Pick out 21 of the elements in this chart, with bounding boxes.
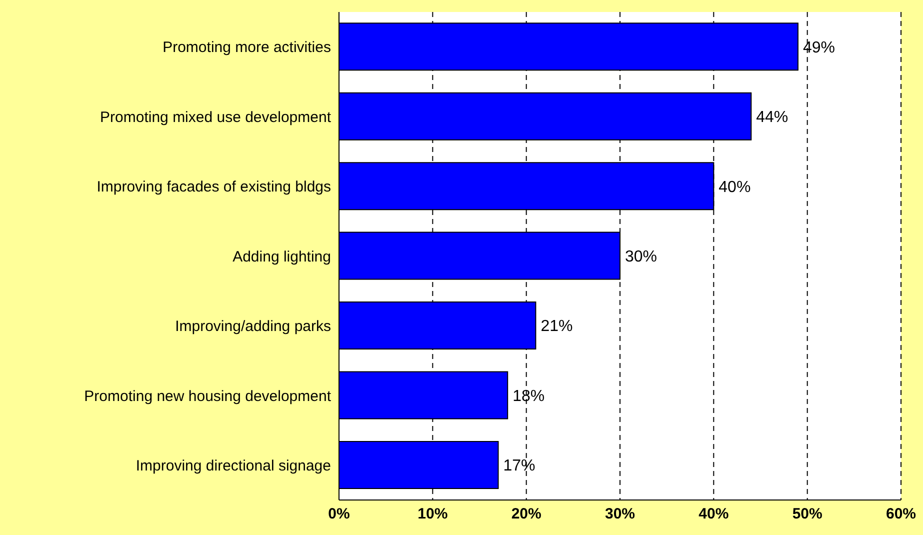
y-tick-label: Improving directional signage xyxy=(136,457,331,474)
data-label: 49% xyxy=(802,39,835,56)
x-tick-label: 40% xyxy=(698,506,729,523)
y-tick-label: Promoting mixed use development xyxy=(100,108,332,126)
data-label: 44% xyxy=(756,109,788,126)
x-tick-label: 30% xyxy=(604,506,636,523)
x-tick-label: 10% xyxy=(418,506,448,523)
data-label: 30% xyxy=(625,248,658,266)
y-tick-label: Improving/adding parks xyxy=(175,318,331,336)
y-tick-label: Improving facades of existing bldgs xyxy=(96,178,331,196)
data-label: 21% xyxy=(540,318,573,336)
data-label: 18% xyxy=(512,388,545,405)
x-tick-label: 20% xyxy=(511,506,542,523)
data-label: 17% xyxy=(503,458,536,475)
y-tick-label: Adding lighting xyxy=(232,248,331,266)
y-tick-label: Promoting new housing development xyxy=(84,388,332,405)
data-label: 40% xyxy=(718,178,751,196)
x-tick-label: 0% xyxy=(328,506,350,523)
y-tick-label: Promoting more activities xyxy=(162,39,331,56)
x-tick-label: 60% xyxy=(886,506,916,523)
x-tick-label: 50% xyxy=(792,506,822,523)
